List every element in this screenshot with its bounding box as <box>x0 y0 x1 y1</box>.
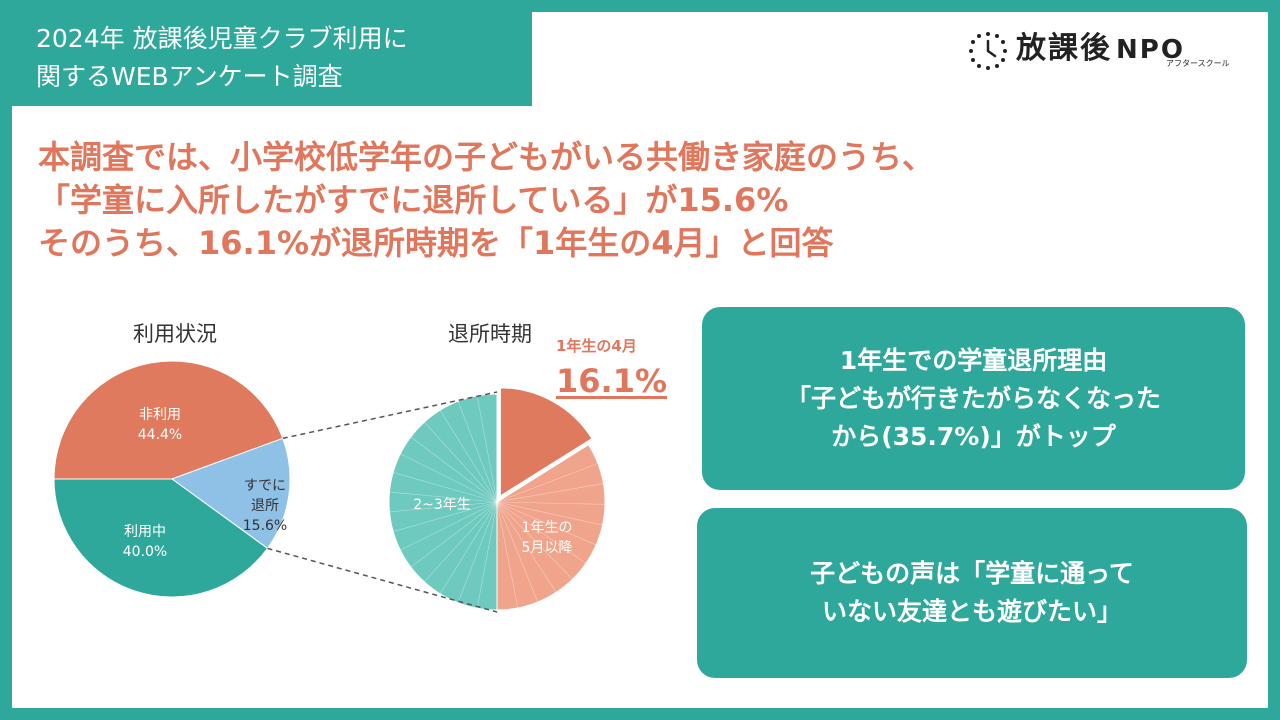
npo-logo: 放課後 NPO アフタースクール <box>968 30 1230 72</box>
usage-pie-title: 利用状況 <box>133 322 217 346</box>
logo-npo-text: NPO <box>1116 35 1185 65</box>
title-line-2: 関するWEBアンケート調査 <box>36 62 343 91</box>
logo-main-text: 放課後 <box>1016 31 1112 66</box>
headline: 本調査では、小学校低学年の子どもがいる共働き家庭のうち、 「学童に入所したがすで… <box>38 136 1238 265</box>
finding-box-voice: 子どもの声は「学童に通って いない友達とも遊びたい」 <box>697 508 1247 678</box>
survey-title: 2024年 放課後児童クラブ利用に 関するWEBアンケート調査 <box>12 12 532 106</box>
logo-sub-text: アフタースクール <box>1166 59 1230 68</box>
callout-value: 16.1% <box>556 362 668 400</box>
headline-line-1: 本調査では、小学校低学年の子どもがいる共働き家庭のうち、 <box>38 138 935 176</box>
headline-line-3: そのうち、16.1%が退所時期を「1年生の4月」と回答 <box>38 224 834 262</box>
title-line-1: 2024年 放課後児童クラブ利用に <box>36 24 408 53</box>
headline-line-2: 「学童に入所したがすでに退所している」が15.6% <box>38 181 789 219</box>
box1-line-1: 1年生での学童退所理由 <box>839 345 1108 375</box>
box1-line-3: から(35.7%)」がトップ <box>831 421 1116 451</box>
clock-icon <box>969 32 1007 70</box>
finding-box-reason: 1年生での学童退所理由 「子どもが行きたがらなくなった から(35.7%)」がト… <box>702 307 1245 490</box>
box2-line-1: 子どもの声は「学童に通って <box>810 559 1134 588</box>
box1-line-2: 「子どもが行きたがらなくなった <box>785 383 1161 413</box>
callout-label: 1年生の4月 <box>556 337 637 355</box>
withdrawal-pie-title: 退所時期 <box>448 322 532 346</box>
box2-line-2: いない友達とも遊びたい」 <box>821 597 1122 626</box>
